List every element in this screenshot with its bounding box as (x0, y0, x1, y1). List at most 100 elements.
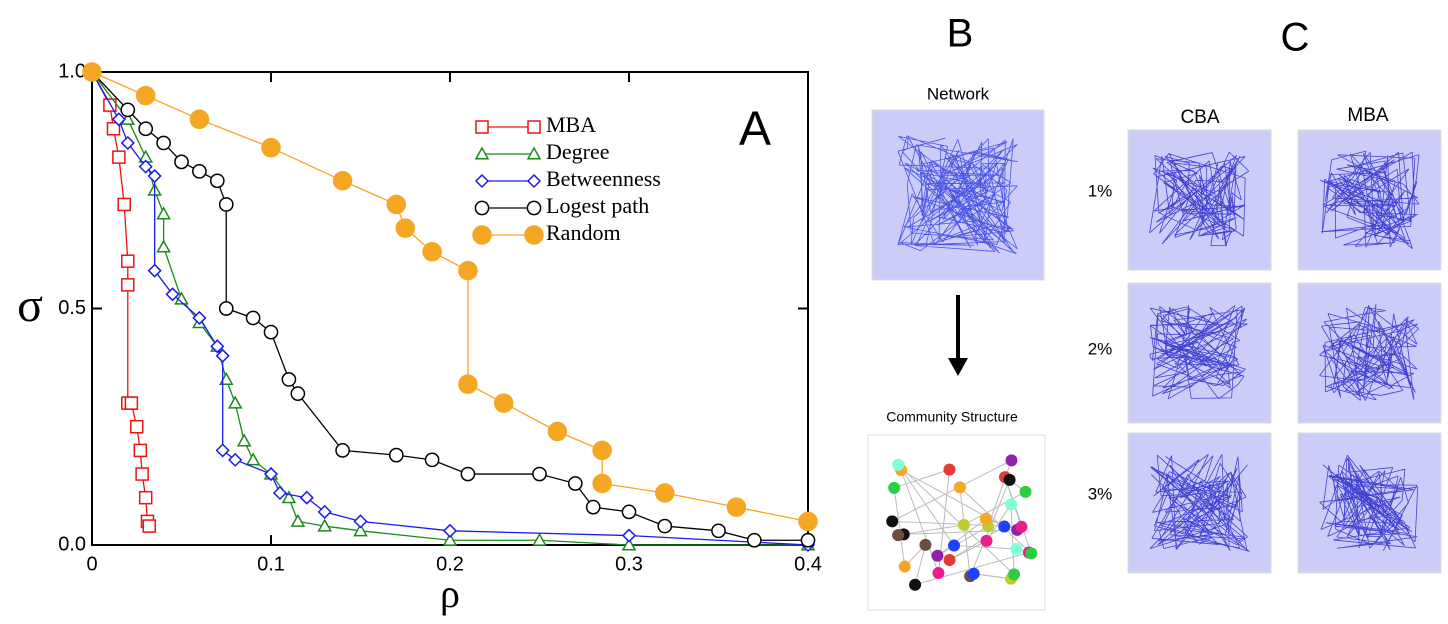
legend-marker (528, 175, 540, 187)
marker (282, 373, 295, 386)
series-line (92, 72, 808, 545)
marker (193, 165, 206, 178)
marker (125, 397, 137, 409)
marker (623, 530, 635, 542)
marker (334, 172, 352, 190)
marker (136, 468, 148, 480)
marker (622, 505, 635, 518)
caption: Community Structure (886, 409, 1018, 425)
node (909, 579, 921, 591)
marker (238, 435, 250, 446)
marker (301, 492, 313, 504)
marker (158, 208, 170, 219)
marker (459, 375, 477, 393)
node (888, 482, 900, 494)
legend-label: Random (546, 220, 621, 245)
marker (247, 311, 260, 324)
marker (134, 444, 146, 456)
marker (593, 441, 611, 459)
marker (137, 87, 155, 105)
column-label: MBA (1347, 105, 1389, 126)
marker (801, 534, 814, 547)
marker (143, 520, 155, 532)
marker (131, 421, 143, 433)
legend-label: Degree (546, 139, 610, 164)
node (892, 459, 904, 471)
marker (247, 454, 259, 465)
marker (157, 136, 170, 149)
legend-marker (476, 175, 488, 187)
marker (396, 219, 414, 237)
marker (495, 394, 513, 412)
series-line (92, 72, 808, 540)
x-tick-label: 0.4 (794, 553, 822, 575)
node (968, 568, 980, 580)
marker (459, 262, 477, 280)
marker (656, 484, 674, 502)
marker (319, 506, 331, 518)
node (1019, 486, 1031, 498)
marker (149, 265, 161, 277)
marker (444, 525, 456, 537)
marker (748, 534, 761, 547)
node (943, 464, 955, 476)
marker (587, 501, 600, 514)
marker (461, 467, 474, 480)
y-tick-label: 0.5 (58, 297, 86, 319)
node (932, 550, 944, 562)
marker (121, 103, 134, 116)
marker (140, 492, 152, 504)
x-tick-label: 0.2 (436, 553, 464, 575)
node (886, 515, 898, 527)
row-label: 3% (1088, 484, 1113, 503)
marker (217, 444, 229, 456)
legend-label: Logest path (546, 193, 649, 218)
node (892, 529, 904, 541)
marker (122, 279, 134, 291)
legend-marker (476, 121, 488, 133)
x-axis-label: ρ (440, 571, 460, 616)
node (1005, 498, 1017, 510)
marker (355, 515, 367, 527)
marker (264, 326, 277, 339)
marker (799, 512, 817, 530)
node (1008, 568, 1020, 580)
marker (262, 139, 280, 157)
node (944, 554, 956, 566)
marker (190, 110, 208, 128)
marker (712, 524, 725, 537)
marker (220, 302, 233, 315)
y-tick-label: 0.0 (58, 533, 86, 555)
row-label: 1% (1088, 181, 1113, 200)
node (932, 567, 944, 579)
y-axis-label: σ (17, 279, 43, 332)
marker (122, 137, 134, 149)
plot-frame (92, 72, 808, 545)
marker (336, 444, 349, 457)
marker (292, 515, 304, 526)
marker (533, 467, 546, 480)
node (998, 520, 1010, 532)
series-line (92, 72, 808, 545)
legend-label: Betweenness (546, 166, 661, 191)
marker (229, 397, 241, 408)
marker (139, 122, 152, 135)
marker (727, 498, 745, 516)
marker (274, 487, 286, 499)
marker (175, 155, 188, 168)
marker (211, 174, 224, 187)
panel-letter: A (739, 103, 771, 156)
marker (390, 449, 403, 462)
marker (593, 475, 611, 493)
series-line (92, 72, 149, 526)
marker (122, 255, 134, 267)
marker (658, 519, 671, 532)
column-label: CBA (1180, 107, 1219, 128)
legend-marker (525, 226, 543, 244)
legend-marker (527, 201, 540, 214)
node (958, 519, 970, 531)
panel-letter: C (1281, 16, 1310, 60)
node (954, 481, 966, 493)
marker (83, 63, 101, 81)
node (980, 513, 992, 525)
